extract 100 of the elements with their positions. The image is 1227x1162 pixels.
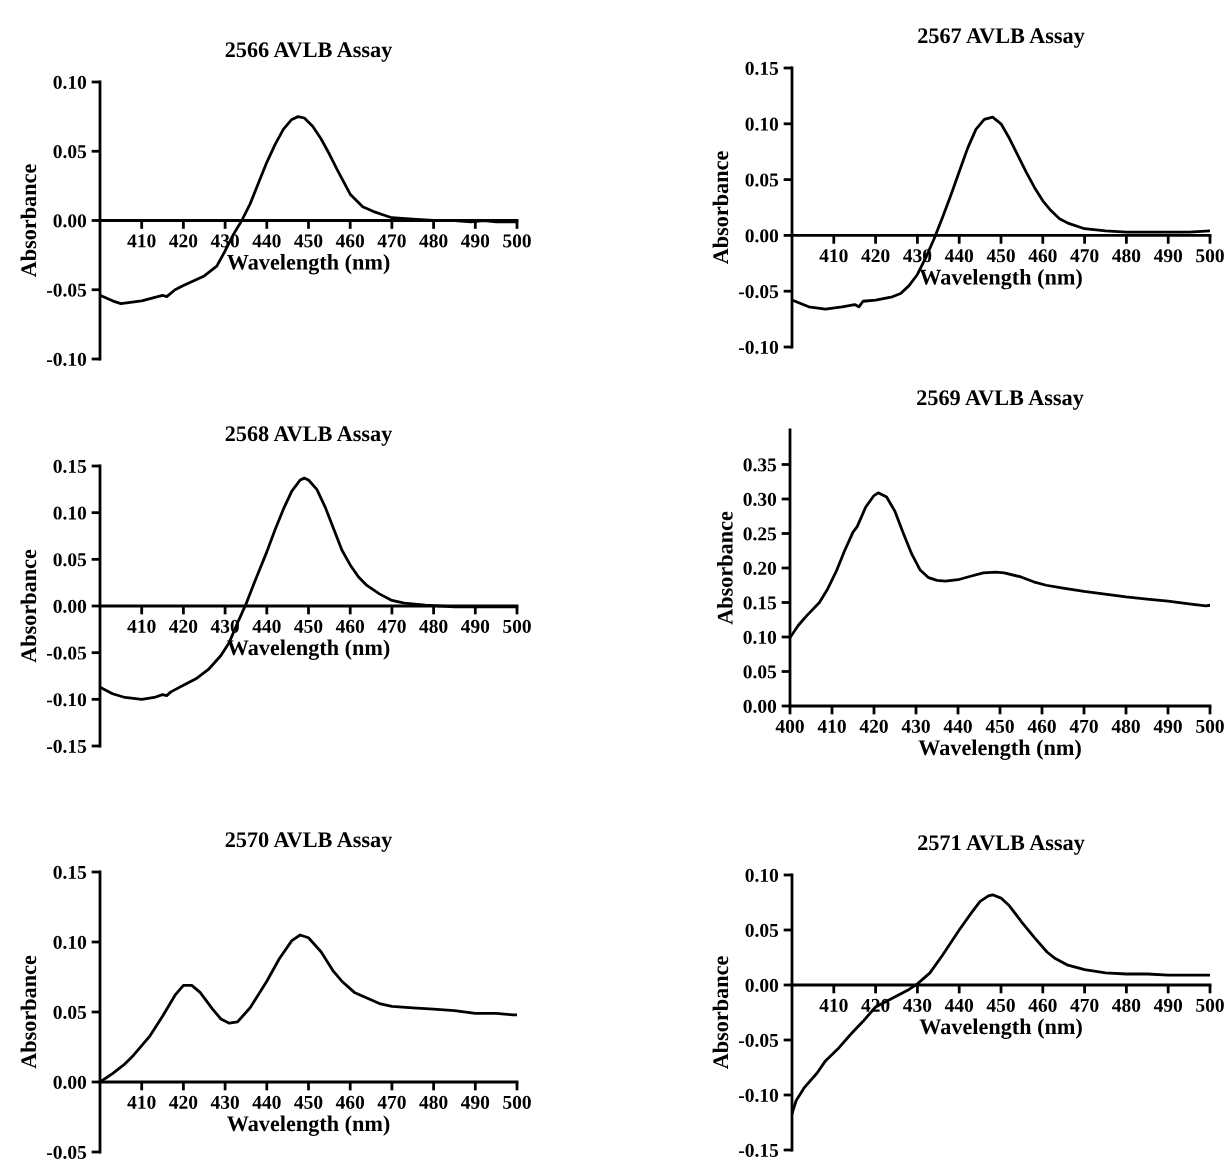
y-tick-label: -0.10 <box>739 340 779 355</box>
y-tick-label: -0.05 <box>739 1033 779 1048</box>
x-tick-label: 470 <box>1070 249 1099 263</box>
y-tick-label: 0.30 <box>743 492 777 507</box>
x-axis-title: Wavelength (nm) <box>919 1018 1082 1039</box>
x-axis-title: Wavelength (nm) <box>918 739 1081 760</box>
x-tick-label: 470 <box>1070 998 1099 1012</box>
x-tick-label: 440 <box>252 619 281 633</box>
x-tick-label: 440 <box>252 1095 281 1109</box>
chart-title: 2570 AVLB Assay <box>225 832 393 852</box>
y-tick-label: -0.05 <box>47 1145 87 1160</box>
x-tick-label: 430 <box>901 719 930 733</box>
y-tick-label: 0.05 <box>745 923 779 938</box>
x-tick-label: 450 <box>985 719 1014 733</box>
y-tick-label: -0.10 <box>47 693 87 707</box>
x-tick-label: 420 <box>861 249 890 263</box>
y-axis-title: Absorbance <box>20 549 37 663</box>
x-tick-label: 430 <box>210 1095 239 1109</box>
y-tick-label: 0.05 <box>53 553 87 567</box>
x-tick-label: 500 <box>503 234 531 248</box>
y-tick-label: -0.15 <box>739 1143 779 1158</box>
x-tick-label: 490 <box>460 619 490 633</box>
x-tick-label: 450 <box>986 998 1015 1012</box>
y-tick-label: -0.05 <box>47 283 87 297</box>
x-axis-title: Wavelength (nm) <box>227 1115 390 1136</box>
x-tick-label: 480 <box>1112 998 1141 1012</box>
y-tick-label: 0.10 <box>53 935 87 950</box>
y-tick-label: 0.15 <box>53 459 87 474</box>
y-tick-label: -0.10 <box>47 352 87 367</box>
y-tick-label: 0.00 <box>745 978 779 993</box>
y-tick-label: 0.10 <box>745 117 779 131</box>
y-tick-label: 0.05 <box>53 1005 87 1020</box>
y-axis-title: Absorbance <box>20 164 37 278</box>
x-axis-title: Wavelength (nm) <box>227 639 390 660</box>
x-tick-label: 460 <box>335 1095 365 1109</box>
y-tick-label: 0.20 <box>743 561 777 576</box>
x-tick-label: 420 <box>169 234 198 248</box>
x-tick-label: 420 <box>169 1095 198 1109</box>
y-tick-label: -0.15 <box>47 739 87 754</box>
x-tick-label: 410 <box>127 619 156 633</box>
x-tick-label: 410 <box>819 249 848 263</box>
x-tick-label: 490 <box>460 1095 490 1109</box>
y-tick-label: 0.00 <box>53 1075 87 1090</box>
x-tick-label: 440 <box>943 719 972 733</box>
x-tick-label: 500 <box>1196 998 1224 1012</box>
x-axis-title: Wavelength (nm) <box>919 269 1082 290</box>
x-tick-label: 460 <box>1028 998 1057 1012</box>
y-tick-label: 0.00 <box>53 599 87 614</box>
x-tick-label: 490 <box>1153 249 1183 263</box>
x-tick-label: 480 <box>419 1095 448 1109</box>
y-tick-label: 0.10 <box>745 868 779 883</box>
x-tick-label: 480 <box>419 234 448 248</box>
chart-title: 2568 AVLB Assay <box>225 426 393 446</box>
y-tick-label: 0.15 <box>53 865 87 880</box>
x-tick-label: 450 <box>294 1095 323 1109</box>
x-tick-label: 470 <box>1069 719 1098 733</box>
y-tick-label: 0.00 <box>53 214 87 228</box>
y-tick-label: 0.00 <box>745 229 779 243</box>
y-tick-label: 0.05 <box>53 145 87 159</box>
x-tick-label: 430 <box>903 998 932 1012</box>
x-tick-label: 440 <box>944 998 974 1012</box>
chart-title: 2571 AVLB Assay <box>918 835 1085 855</box>
y-tick-label: 0.10 <box>743 630 777 645</box>
x-tick-label: 480 <box>419 619 448 633</box>
chart-title: 2567 AVLB Assay <box>918 28 1085 48</box>
y-axis-title: Absorbance <box>712 151 729 265</box>
y-tick-label: 0.15 <box>743 596 777 610</box>
chart-title: 2566 AVLB Assay <box>225 42 393 62</box>
x-tick-label: 400 <box>775 719 804 733</box>
x-tick-label: 440 <box>252 234 281 248</box>
y-tick-label: 0.10 <box>53 506 87 520</box>
y-tick-label: 0.25 <box>743 527 777 541</box>
y-tick-label: 0.15 <box>745 61 779 76</box>
y-axis-title: Absorbance <box>20 955 37 1069</box>
x-tick-label: 420 <box>859 719 888 733</box>
x-tick-label: 460 <box>335 619 365 633</box>
y-tick-label: 0.00 <box>743 699 777 714</box>
x-tick-label: 470 <box>377 619 406 633</box>
x-tick-label: 450 <box>294 234 323 248</box>
y-tick-label: 0.10 <box>53 75 87 90</box>
x-tick-label: 450 <box>986 249 1015 263</box>
x-tick-label: 480 <box>1111 719 1140 733</box>
y-tick-label: -0.05 <box>739 285 779 299</box>
x-tick-label: 410 <box>817 719 846 733</box>
x-tick-label: 490 <box>460 234 490 248</box>
y-tick-label: 0.35 <box>743 458 777 472</box>
x-tick-label: 500 <box>503 1095 531 1109</box>
x-tick-label: 410 <box>127 234 156 248</box>
x-tick-label: 470 <box>377 234 406 248</box>
x-tick-label: 460 <box>1028 249 1057 263</box>
y-tick-label: 0.05 <box>743 665 777 679</box>
y-axis-title: Absorbance <box>712 956 729 1070</box>
x-tick-label: 470 <box>377 1095 406 1109</box>
x-tick-label: 490 <box>1153 719 1182 733</box>
x-tick-label: 450 <box>294 619 323 633</box>
x-tick-label: 480 <box>1112 249 1141 263</box>
y-tick-label: -0.10 <box>739 1088 779 1103</box>
y-tick-label: -0.05 <box>47 646 87 660</box>
x-tick-label: 500 <box>1196 719 1224 733</box>
x-tick-label: 500 <box>503 619 531 633</box>
